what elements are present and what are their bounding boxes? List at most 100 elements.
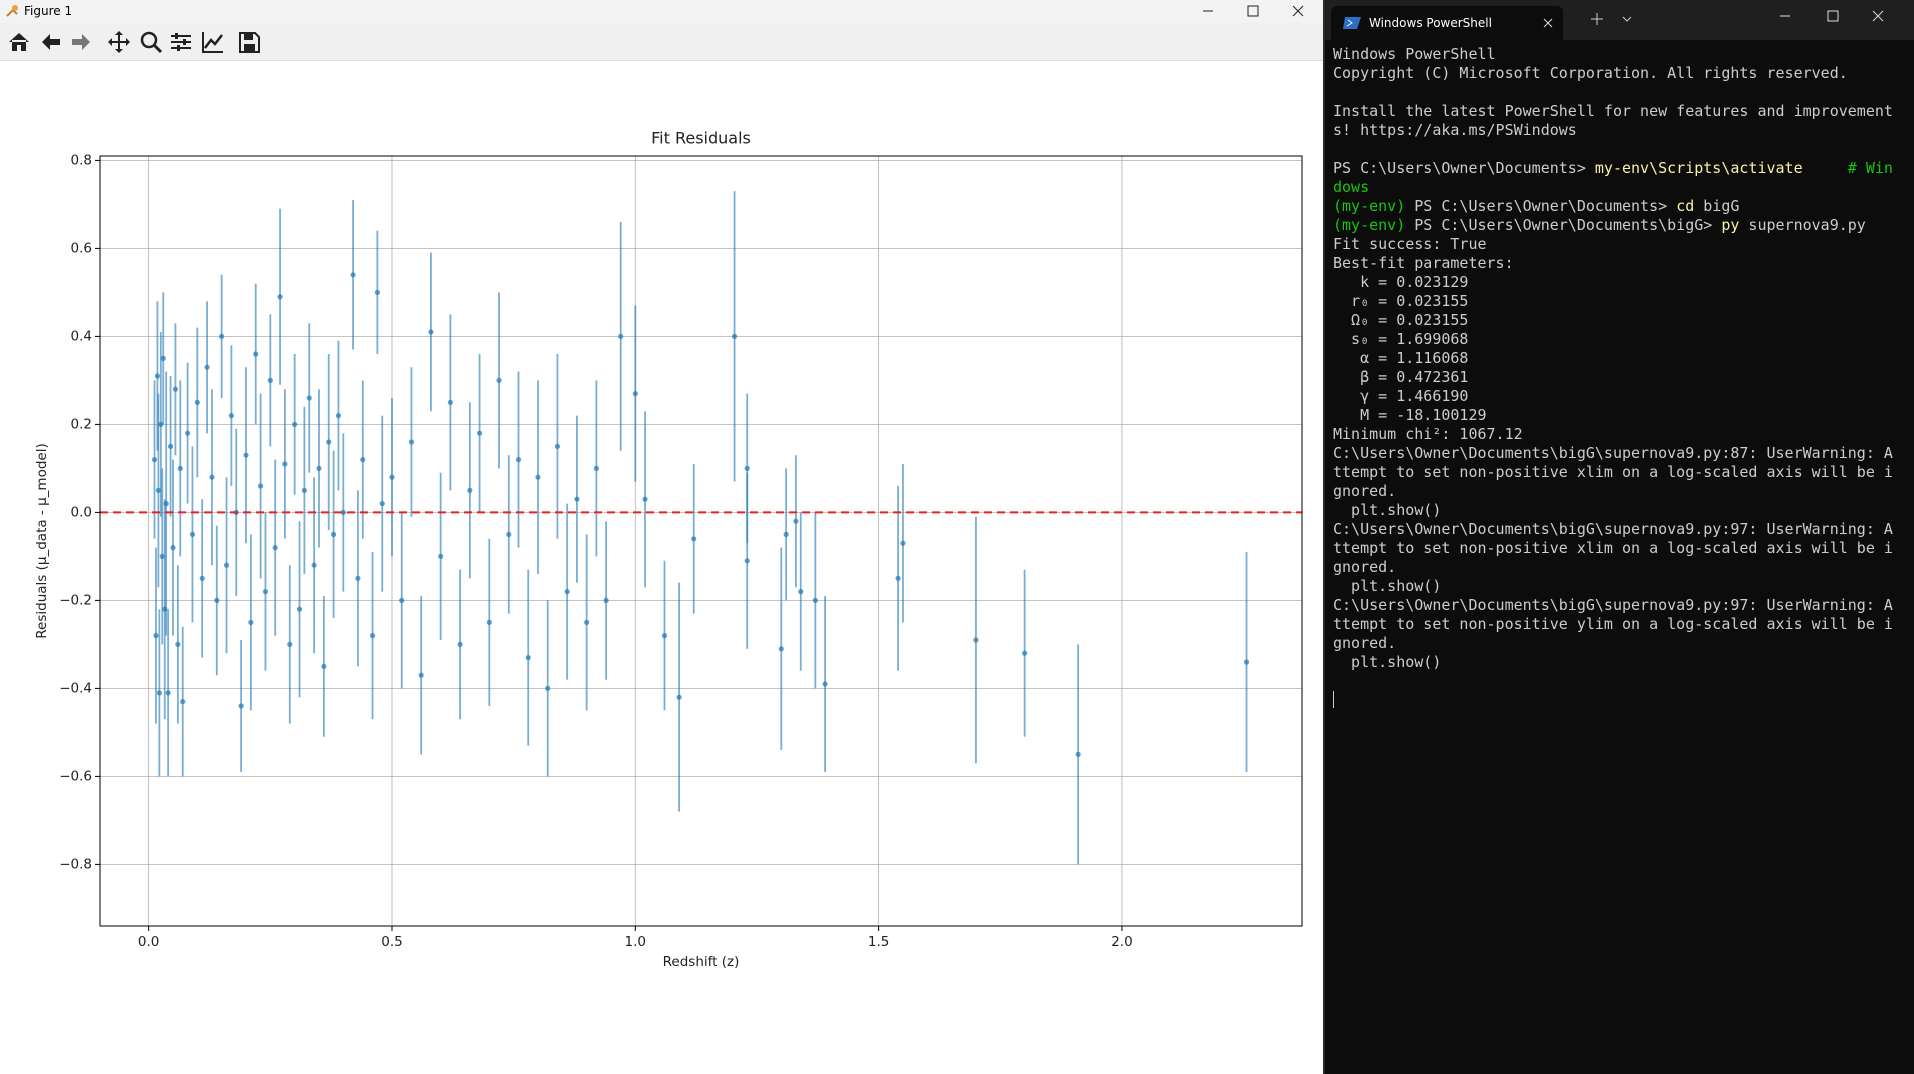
- output-block: PS C:\Users\Owner\Documents> my-env\Scri…: [1333, 159, 1893, 672]
- y-tick-label: −0.6: [59, 768, 92, 784]
- output-line: plt.show(): [1333, 653, 1442, 671]
- edit-axes-button[interactable]: [200, 29, 226, 55]
- chart: Fit Residuals Redshift (z) Residuals (μ_…: [34, 129, 1303, 970]
- window-controls[interactable]: [1766, 0, 1914, 40]
- x-axis-label: Redshift (z): [663, 954, 740, 970]
- data-point: [603, 597, 609, 604]
- output-line: (my-env) PS C:\Users\Owner\Documents> cd…: [1333, 197, 1893, 216]
- data-point: [476, 430, 483, 436]
- text-segment: dows: [1333, 178, 1370, 196]
- powershell-icon: [1343, 17, 1361, 29]
- pan-button[interactable]: [106, 29, 132, 55]
- new-tab[interactable]: [1583, 0, 1643, 40]
- y-tick-label: 0.8: [71, 152, 92, 168]
- text-segment: PS C:\Users\Owner\Documents>: [1333, 159, 1595, 177]
- data-point: [282, 461, 288, 467]
- output-line: r₀ = 0.023155: [1333, 292, 1469, 310]
- data-point: [199, 575, 205, 582]
- data-point: [194, 399, 200, 405]
- configure-button[interactable]: [168, 29, 194, 55]
- data-point: [158, 421, 164, 427]
- home-button[interactable]: [6, 29, 32, 55]
- data-point: [330, 531, 337, 537]
- data-point: [545, 685, 551, 692]
- data-point: [301, 487, 307, 493]
- data-point: [584, 619, 590, 626]
- text-segment: py: [1721, 216, 1740, 234]
- data-point: [214, 597, 220, 604]
- data-point: [418, 672, 424, 678]
- data-point: [438, 553, 444, 559]
- data-point: [793, 518, 799, 524]
- title-bar: Figure 1: [0, 0, 1323, 23]
- output-line: Best-fit parameters:: [1333, 254, 1514, 272]
- data-point: [311, 562, 317, 568]
- back-button[interactable]: [38, 29, 64, 55]
- chart-title: Fit Residuals: [651, 129, 751, 148]
- data-point: [287, 641, 293, 648]
- data-point: [457, 641, 463, 648]
- data-point: [350, 272, 356, 278]
- minimize-button[interactable]: [1186, 0, 1230, 23]
- data-point: [163, 501, 169, 507]
- data-point: [973, 637, 979, 643]
- output-line: gnored.: [1333, 482, 1397, 500]
- data-point: [243, 452, 249, 458]
- data-point: [277, 294, 283, 300]
- data-point: [428, 329, 434, 335]
- data-point: [895, 575, 901, 582]
- data-point: [223, 562, 230, 568]
- maximize-button[interactable]: [1231, 0, 1275, 23]
- close-button[interactable]: [1276, 0, 1320, 23]
- x-tick-label: 2.0: [1111, 934, 1132, 950]
- data-point: [525, 655, 531, 661]
- save-button[interactable]: [236, 29, 262, 55]
- data-point: [744, 558, 750, 564]
- data-point: [731, 333, 738, 339]
- tab[interactable]: Windows PowerShell: [1331, 6, 1563, 40]
- data-point: [248, 619, 254, 626]
- output-line: k = 0.023129: [1333, 273, 1469, 291]
- data-point: [379, 501, 385, 507]
- data-point: [822, 681, 828, 687]
- y-tick-label: −0.8: [59, 856, 92, 872]
- zoom-button[interactable]: [138, 29, 164, 55]
- tab-close[interactable]: [1541, 16, 1555, 30]
- y-axis-label: Residuals (μ_data - μ_model): [34, 443, 50, 638]
- data-point: [154, 373, 161, 379]
- text-segment: (my-env): [1333, 216, 1415, 234]
- data-point: [184, 430, 191, 436]
- data-point: [1022, 650, 1028, 656]
- data-point: [156, 690, 162, 696]
- data-point: [162, 606, 168, 612]
- data-point: [744, 465, 750, 471]
- output-line: C:\Users\Owner\Documents\bigG\supernova9…: [1333, 596, 1893, 614]
- data-point: [515, 457, 522, 463]
- data-point: [618, 333, 624, 339]
- y-tick-label: 0.0: [71, 504, 92, 520]
- forward-button[interactable]: [68, 29, 94, 55]
- tab-title: Windows PowerShell: [1369, 16, 1492, 30]
- data-point: [238, 703, 244, 709]
- data-point: [340, 509, 346, 515]
- data-point: [642, 496, 648, 502]
- data-point: [175, 641, 181, 648]
- output-line: gnored.: [1333, 634, 1397, 652]
- output-line: ttempt to set non-positive ylim on a log…: [1333, 615, 1893, 633]
- data-point: [564, 589, 570, 595]
- data-point: [155, 487, 161, 493]
- text-segment: PS C:\Users\Owner\Documents\bigG>: [1414, 216, 1722, 234]
- data-point: [554, 443, 561, 449]
- data-point: [1075, 751, 1081, 758]
- data-point: [812, 597, 818, 604]
- data-point: [228, 413, 234, 419]
- data-point: [296, 606, 303, 612]
- terminal-output: Windows PowerShell Copyright (C) Microsof…: [1333, 45, 1893, 708]
- output-line: Install the latest PowerShell for new fe…: [1333, 102, 1893, 120]
- y-tick-label: 0.2: [71, 416, 92, 432]
- output-line: α = 1.116068: [1333, 349, 1469, 367]
- window-title: Figure 1: [24, 4, 73, 18]
- axes-frame: [99, 155, 1303, 927]
- data-point: [267, 377, 273, 383]
- output-line: dows: [1333, 178, 1893, 197]
